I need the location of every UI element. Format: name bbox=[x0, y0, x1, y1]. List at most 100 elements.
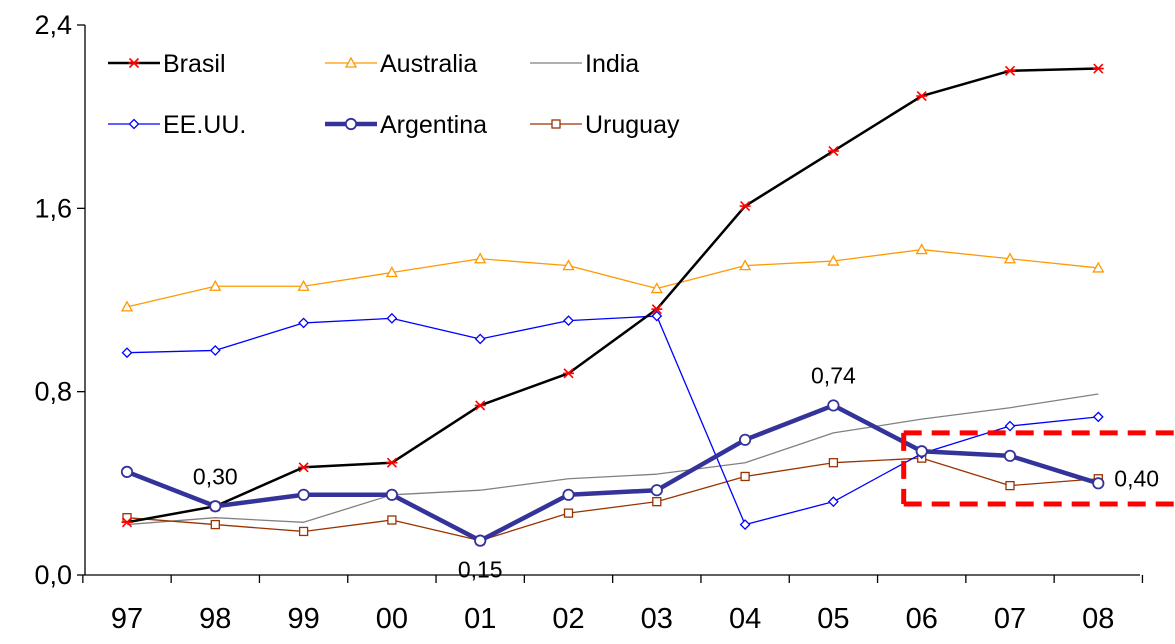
data-point-australia bbox=[120, 300, 134, 312]
x-tick-label: 00 bbox=[376, 603, 408, 635]
x-tick-label: 99 bbox=[287, 603, 319, 635]
data-point-eeuu bbox=[827, 496, 839, 508]
data-point-australia bbox=[1092, 261, 1105, 273]
data-point-eeuu bbox=[1004, 420, 1016, 432]
series-uruguay bbox=[122, 453, 1103, 546]
data-point-eeuu bbox=[209, 344, 221, 356]
data-point-brasil bbox=[386, 457, 397, 468]
series-line-brasil bbox=[126, 67, 1099, 524]
series-eeuu bbox=[121, 310, 1104, 531]
y-tick-label: 0,8 bbox=[34, 377, 72, 407]
data-label: 0,15 bbox=[458, 557, 503, 583]
legend-item-argentina: Argentina bbox=[325, 111, 487, 139]
x-tick-label: 98 bbox=[199, 603, 231, 635]
data-point-argentina bbox=[738, 433, 752, 446]
legend-marker-uruguay bbox=[551, 119, 561, 129]
data-point-australia bbox=[915, 243, 928, 255]
legend-label-australia: Australia bbox=[380, 50, 477, 78]
data-point-argentina bbox=[650, 484, 663, 497]
data-point-australia bbox=[562, 259, 575, 271]
legend-label-uruguay: Uruguay bbox=[585, 111, 680, 139]
data-point-eeuu bbox=[651, 310, 663, 322]
data-label: 0,40 bbox=[1114, 465, 1159, 491]
data-point-argentina bbox=[1092, 477, 1105, 490]
series-argentina bbox=[120, 399, 1105, 547]
legend-item-australia: Australia bbox=[325, 50, 477, 78]
legend-marker-brasil bbox=[128, 57, 140, 69]
data-point-uruguay bbox=[828, 458, 839, 468]
legend: Brasil Australia India EE.UU. Argentina Urugu… bbox=[108, 50, 680, 139]
legend-item-india: India bbox=[530, 50, 639, 78]
data-point-eeuu bbox=[739, 519, 751, 531]
x-tick-label: 03 bbox=[641, 603, 673, 635]
data-point-uruguay bbox=[298, 526, 309, 537]
x-tick-label: 07 bbox=[994, 603, 1026, 635]
series-line-australia bbox=[126, 248, 1099, 308]
data-point-uruguay bbox=[1005, 480, 1015, 491]
data-point-argentina bbox=[562, 488, 575, 501]
series-australia bbox=[120, 243, 1105, 312]
data-point-australia bbox=[297, 279, 310, 291]
data-point-eeuu bbox=[1092, 411, 1104, 423]
legend-marker-eeuu bbox=[128, 118, 140, 130]
data-point-argentina bbox=[474, 534, 487, 547]
y-tick-label: 2,4 bbox=[34, 10, 72, 40]
data-point-australia bbox=[827, 254, 840, 266]
data-point-argentina bbox=[297, 488, 310, 501]
series-india bbox=[126, 393, 1099, 526]
x-tick-label: 04 bbox=[729, 603, 761, 635]
data-point-uruguay bbox=[652, 497, 662, 507]
data-point-australia bbox=[1003, 252, 1017, 264]
legend-item-brasil: Brasil bbox=[108, 50, 226, 78]
data-point-brasil bbox=[121, 517, 133, 528]
data-point-uruguay bbox=[387, 515, 397, 525]
data-point-argentina bbox=[385, 488, 398, 501]
data-label: 0,74 bbox=[811, 362, 856, 388]
legend-item-uruguay: Uruguay bbox=[530, 111, 680, 139]
data-point-brasil bbox=[298, 462, 309, 473]
data-point-eeuu bbox=[474, 333, 486, 345]
data-point-eeuu bbox=[298, 317, 310, 329]
highlight-box bbox=[901, 430, 1175, 507]
series-line-india bbox=[126, 393, 1099, 526]
data-point-australia bbox=[209, 279, 222, 291]
legend-label-brasil: Brasil bbox=[163, 50, 226, 78]
x-tick-label: 01 bbox=[464, 603, 496, 635]
legend-marker-australia bbox=[344, 56, 358, 68]
annotation-layer: 0,30 0,15 0,74 0,40 bbox=[193, 362, 1175, 583]
x-tick-label: 08 bbox=[1082, 603, 1114, 635]
legend-item-eeuu: EE.UU. bbox=[108, 111, 246, 139]
data-point-australia bbox=[385, 266, 399, 278]
data-point-uruguay bbox=[740, 471, 750, 482]
legend-label-eeuu: EE.UU. bbox=[163, 111, 246, 139]
legend-marker-argentina bbox=[344, 117, 358, 131]
x-tick-label: 97 bbox=[111, 603, 143, 635]
data-point-brasil bbox=[475, 400, 486, 411]
data-point-eeuu bbox=[386, 312, 398, 324]
data-point-brasil bbox=[740, 200, 751, 212]
series-line-argentina bbox=[126, 403, 1099, 543]
data-point-brasil bbox=[1093, 63, 1104, 74]
data-point-australia bbox=[474, 252, 487, 264]
data-point-argentina bbox=[1003, 449, 1017, 462]
series-line-uruguay bbox=[126, 457, 1099, 542]
legend-label-india: India bbox=[585, 50, 639, 78]
axes: 0,0 0,8 1,6 2,4 97 98 99 00 01 02 03 04 05 06 07 08 bbox=[34, 10, 1144, 635]
y-tick-label: 1,6 bbox=[34, 193, 72, 223]
data-point-brasil bbox=[563, 368, 574, 379]
data-point-argentina bbox=[209, 500, 222, 513]
data-label: 0,30 bbox=[193, 463, 238, 489]
x-tick-label: 02 bbox=[552, 603, 584, 635]
data-point-uruguay bbox=[563, 508, 574, 518]
data-point-brasil bbox=[651, 304, 662, 315]
data-point-brasil bbox=[828, 145, 839, 157]
data-point-uruguay bbox=[210, 519, 220, 530]
data-point-eeuu bbox=[121, 347, 133, 359]
data-point-argentina bbox=[915, 445, 928, 458]
data-point-australia bbox=[738, 259, 752, 271]
y-tick-label: 0,0 bbox=[34, 560, 72, 590]
data-point-argentina bbox=[120, 465, 134, 478]
x-tick-label: 05 bbox=[817, 603, 849, 635]
data-point-argentina bbox=[827, 399, 840, 412]
